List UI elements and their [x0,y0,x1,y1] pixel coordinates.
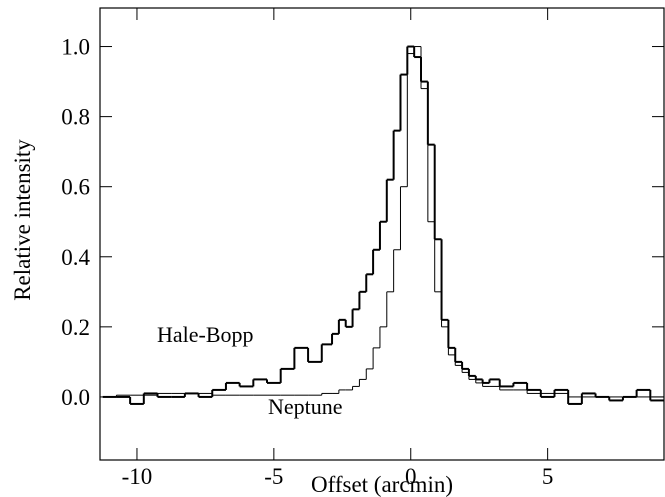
x-tick-label: 0 [405,464,417,489]
y-tick-label: 0.4 [61,245,90,270]
x-tick-label: -5 [264,464,283,489]
y-tick-label: 0.0 [61,385,90,410]
y-tick-label: 1.0 [61,35,90,60]
x-tick-label: -10 [122,464,153,489]
y-tick-label: 0.8 [61,105,90,130]
x-tick-label: 5 [542,464,554,489]
y-tick-label: 0.6 [61,175,90,200]
series-label: Hale-Bopp [157,322,254,347]
y-tick-label: 0.2 [61,315,90,340]
plot-frame [99,7,665,461]
series-label: Neptune [268,394,343,419]
y-axis-label: Relative intensity [10,139,35,301]
x-axis-label: Offset (arcmin) [311,472,453,497]
